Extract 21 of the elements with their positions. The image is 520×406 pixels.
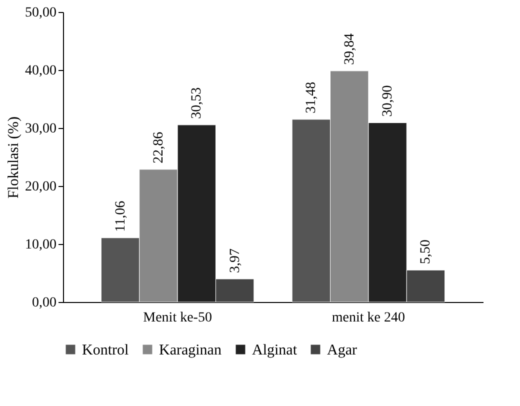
legend-label: Alginat xyxy=(252,342,298,359)
data-label: 30,53 xyxy=(190,87,205,119)
legend-label: Karaginan xyxy=(159,342,222,359)
legend-label: Agar xyxy=(327,342,357,359)
y-tick-label: 40,00 xyxy=(25,64,56,78)
data-label: 11,06 xyxy=(113,200,128,232)
y-tick-label: 50,00 xyxy=(25,6,56,20)
y-tick-label: 10,00 xyxy=(25,238,56,252)
data-label: 22,86 xyxy=(151,132,166,164)
data-label: 5,50 xyxy=(418,240,434,264)
y-tick-label: 20,00 xyxy=(25,180,56,194)
data-label: 3,97 xyxy=(228,248,243,273)
legend-label: Kontrol xyxy=(82,342,129,359)
x-tick-label: Menit ke-50 xyxy=(143,310,212,326)
y-tick-label: 30,00 xyxy=(25,122,56,136)
x-tick-label: menit ke 240 xyxy=(332,310,406,326)
data-label: 31,48 xyxy=(304,82,320,114)
y-tick-label: 0,00 xyxy=(32,296,56,310)
data-label: 39,84 xyxy=(342,33,358,65)
y-axis-title: Flokulasi (%) xyxy=(6,116,22,199)
data-label: 30,90 xyxy=(380,85,396,117)
